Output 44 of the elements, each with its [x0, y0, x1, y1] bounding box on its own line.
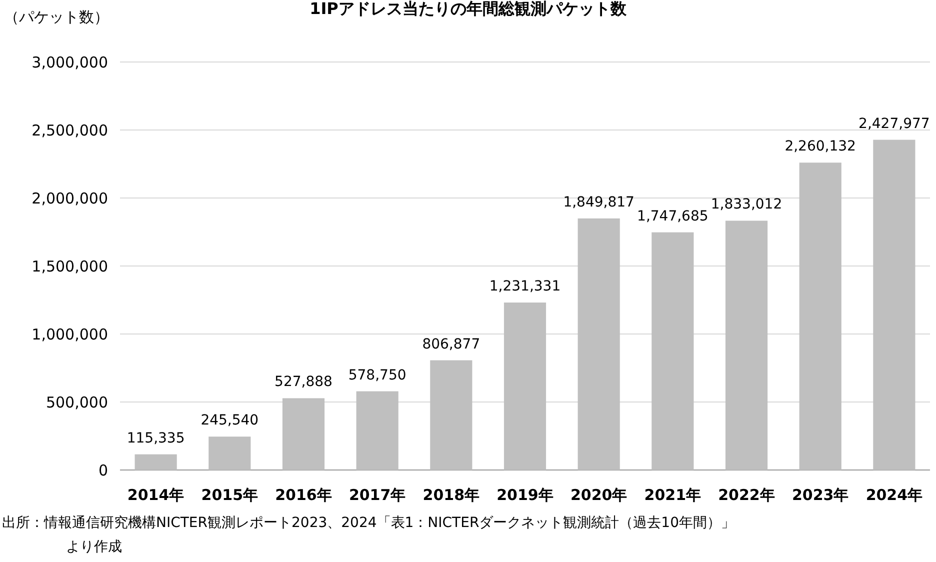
data-label: 1,849,817	[563, 194, 634, 210]
y-tick-label: 500,000	[46, 393, 108, 412]
x-tick-label: 2024年	[866, 486, 923, 504]
x-tick-label: 2023年	[792, 486, 849, 504]
bar	[578, 218, 620, 470]
x-tick-label: 2015年	[201, 486, 258, 504]
bar	[282, 398, 325, 470]
y-tick-label: 1,500,000	[32, 257, 108, 276]
bar	[430, 360, 472, 470]
y-tick-label: 1,000,000	[32, 325, 108, 344]
bar	[504, 302, 546, 470]
x-tick-label: 2022年	[718, 486, 775, 504]
x-tick-label: 2016年	[275, 486, 332, 504]
x-tick-label: 2021年	[644, 486, 702, 504]
data-label: 578,750	[348, 367, 406, 384]
data-label: 245,540	[200, 412, 259, 429]
x-tick-label: 2018年	[422, 486, 480, 504]
bar	[652, 232, 694, 470]
x-tick-label: 2014年	[127, 486, 184, 504]
x-tick-label: 2020年	[570, 486, 628, 504]
y-tick-label: 2,500,000	[32, 121, 108, 140]
text: 出所：情報通信研究機構NICTER観測レポート2023、2024「表1：NICTERダークネット観測統計（過去10年間）」	[2, 515, 735, 531]
y-axis-title: （パケット数）	[4, 8, 109, 26]
data-label: 2,260,132	[784, 138, 856, 155]
data-label: 115,335	[126, 430, 185, 446]
y-tick-label: 0	[98, 461, 108, 480]
data-label: 2,427,977	[858, 116, 930, 132]
text: より作成	[66, 539, 122, 555]
y-tick-label: 3,000,000	[32, 53, 108, 72]
bar	[873, 140, 916, 470]
x-tick-label: 2019年	[496, 486, 554, 504]
data-label: 1,231,331	[489, 278, 561, 295]
bar	[799, 162, 842, 470]
data-label: 1,833,012	[710, 196, 782, 213]
data-label: 806,877	[422, 336, 480, 352]
bar	[356, 391, 398, 470]
bar	[208, 436, 251, 470]
x-tick-label: 2017年	[348, 486, 406, 504]
data-label: 1,747,685	[637, 208, 708, 224]
bar	[134, 454, 177, 470]
y-tick-label: 2,000,000	[32, 189, 108, 208]
chart-title: 1IPアドレス当たりの年間総観測パケット数	[310, 0, 628, 18]
bar	[725, 220, 768, 470]
data-label: 527,888	[274, 374, 332, 390]
